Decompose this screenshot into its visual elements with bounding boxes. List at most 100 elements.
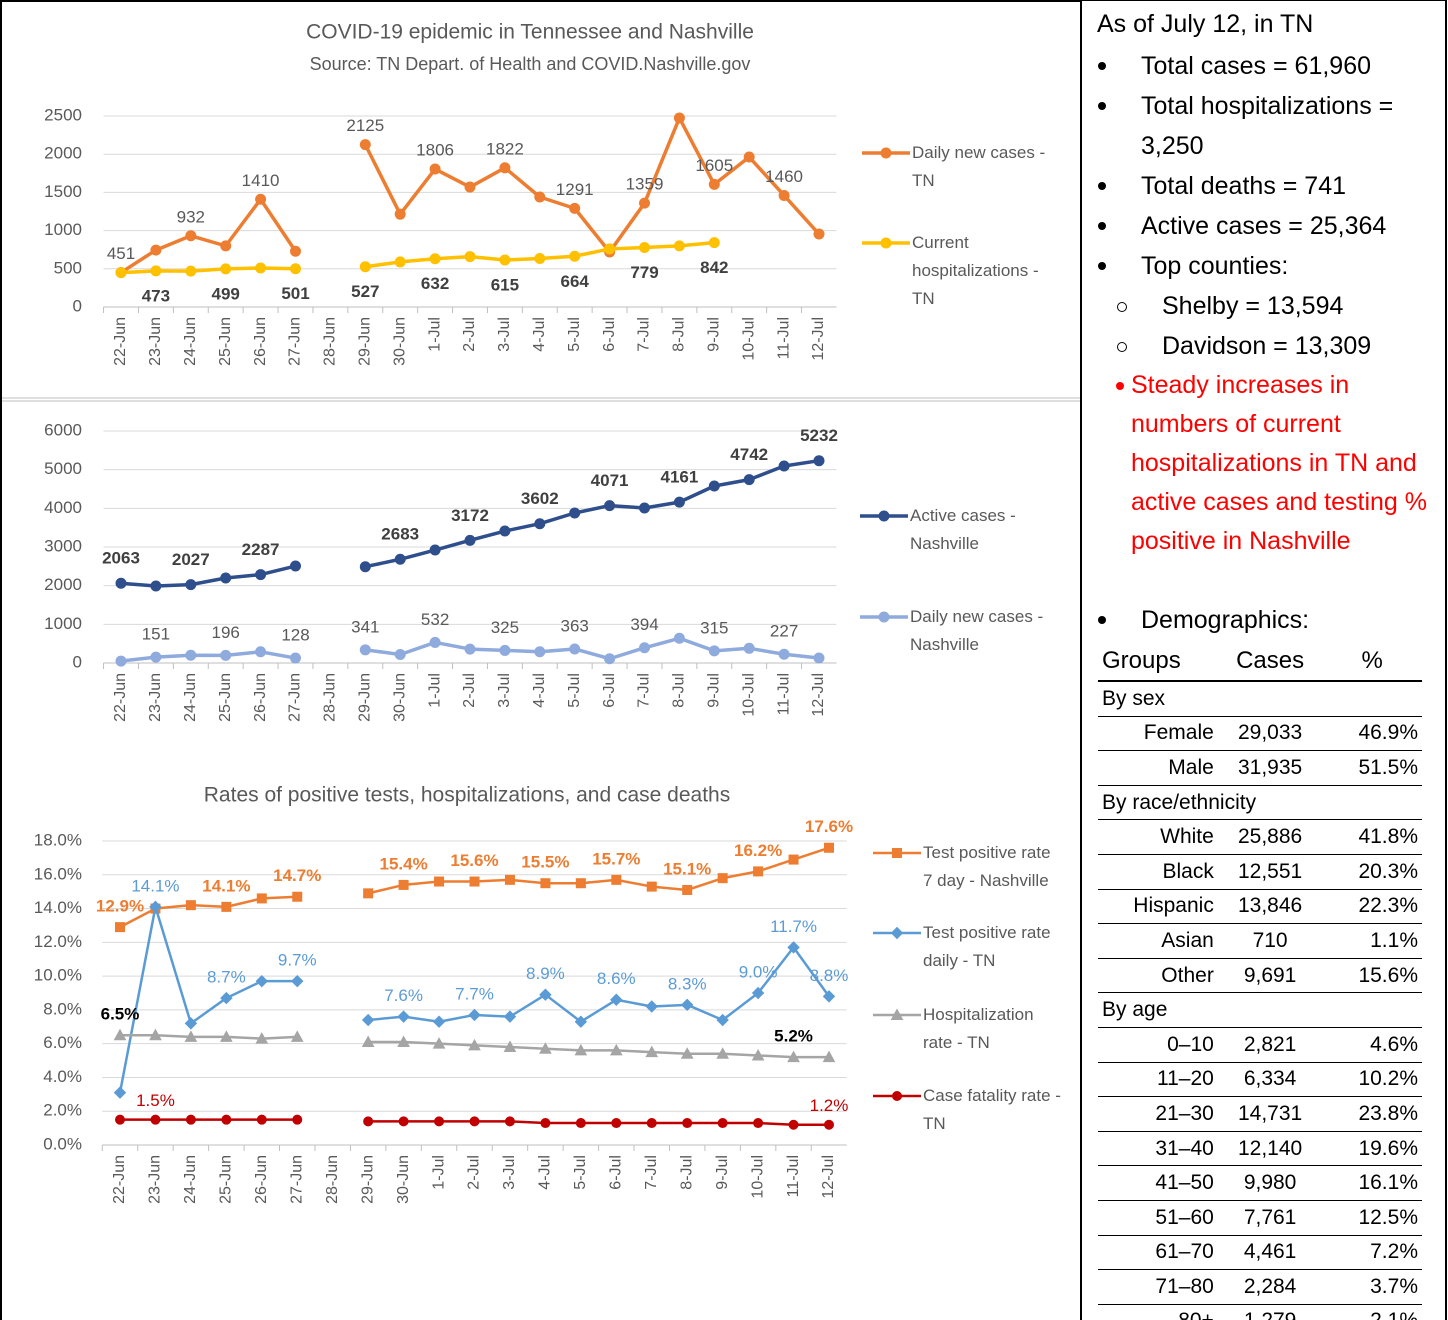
data-point: [361, 1035, 375, 1047]
data-point: [434, 876, 445, 887]
data-point: [610, 993, 623, 1006]
data-point: [822, 1050, 836, 1063]
x-tick-label: 6-Jul: [601, 317, 618, 352]
data-point: [708, 645, 720, 657]
x-tick-label: 3-Jul: [496, 317, 513, 352]
data-row: 71–80 2,284 3.7%: [1098, 1269, 1422, 1305]
x-tick-label: 7-Jul: [636, 673, 653, 708]
data-point: [504, 874, 515, 885]
data-point: [150, 580, 162, 592]
x-tick-label: 25-Jun: [217, 673, 234, 722]
y-tick-label: 0: [73, 652, 82, 671]
data-label: 11.7%: [770, 917, 817, 936]
data-point: [149, 900, 162, 914]
table-cell: 7,761: [1217, 1200, 1323, 1236]
data-point: [574, 1015, 588, 1028]
x-tick-label: 4-Jul: [537, 1155, 554, 1190]
demographics-table: Groups Cases% By sex Female 29,033 46.9% Male 3…: [1098, 641, 1422, 1320]
bullet: [1098, 222, 1106, 230]
data-point: [432, 1015, 446, 1028]
data-label: 2027: [172, 550, 210, 569]
data-label: 4742: [730, 445, 768, 464]
data-row: 51–60 7,761 12.5%: [1098, 1200, 1422, 1236]
data-label: 779: [630, 263, 658, 282]
data-row: 0–10 2,821 4.6%: [1098, 1027, 1422, 1063]
table-cell: 7.2%: [1322, 1235, 1422, 1271]
data-label: 394: [630, 615, 658, 634]
data-point: [716, 1013, 729, 1027]
data-label: 1410: [242, 171, 280, 190]
x-tick-label: 10-Jul: [740, 673, 757, 717]
panel-bullet: Top counties:: [1141, 252, 1289, 280]
data-label: 325: [491, 618, 519, 637]
data-point: [255, 974, 269, 988]
data-point: [429, 636, 441, 648]
data-point: [256, 893, 267, 904]
x-tick-label: 30-Jun: [395, 1155, 412, 1204]
data-point: [504, 1116, 515, 1127]
data-point: [753, 1118, 764, 1129]
data-label: 14.7%: [273, 866, 321, 885]
x-tick-label: 10-Jul: [749, 1155, 766, 1199]
data-point: [751, 1048, 765, 1061]
data-label: 5.2%: [774, 1027, 813, 1046]
data-point: [575, 878, 586, 889]
data-label: 4071: [591, 471, 629, 490]
y-tick-label: 4.0%: [43, 1067, 82, 1086]
data-point: [394, 208, 406, 220]
data-point: [394, 553, 406, 565]
data-point: [394, 256, 406, 268]
data-point: [429, 253, 441, 265]
data-point: [569, 643, 581, 655]
section-row: By age: [1098, 992, 1422, 1028]
data-point: [611, 874, 622, 885]
data-label: 15.7%: [592, 849, 640, 868]
table-cell: 19.6%: [1322, 1131, 1422, 1167]
x-tick-label: 28-Jun: [324, 1155, 341, 1204]
table-cell: 22.3%: [1322, 889, 1422, 925]
legend-marker: [892, 1091, 902, 1101]
panel-bullet: Active cases = 25,364: [1141, 212, 1387, 240]
data-label: 15.1%: [663, 859, 711, 878]
data-point: [575, 1118, 586, 1129]
data-point: [708, 178, 720, 190]
section-row: By sex: [1098, 681, 1422, 717]
data-point: [778, 460, 790, 472]
data-point: [682, 884, 693, 895]
data-point: [115, 267, 127, 279]
data-point: [639, 197, 650, 209]
x-tick-label: 6-Jul: [601, 673, 618, 708]
table-cell: 31–40: [1098, 1131, 1218, 1167]
data-label: 1291: [556, 180, 594, 199]
table-cell: 12.5%: [1322, 1200, 1422, 1236]
data-label: 15.4%: [379, 854, 427, 873]
x-tick-label: 22-Jun: [111, 1155, 128, 1204]
header-cell: Cases: [1217, 641, 1323, 682]
x-tick-label: 2-Jul: [466, 1155, 483, 1190]
data-point: [359, 561, 371, 573]
data-point: [290, 1030, 304, 1042]
data-point: [534, 191, 546, 203]
data-point: [115, 1114, 125, 1125]
legend-label: Daily new cases - TN: [912, 143, 1046, 190]
data-point: [185, 579, 197, 591]
data-label: 151: [142, 625, 170, 644]
data-label: 363: [561, 616, 589, 635]
x-tick-label: 28-Jun: [322, 317, 339, 366]
y-tick-label: 6000: [44, 420, 82, 439]
data-label: 632: [421, 274, 449, 293]
data-point: [256, 1114, 267, 1125]
data-point: [469, 876, 480, 887]
data-point: [290, 245, 301, 257]
series-line: [119, 846, 830, 929]
legend-marker: [880, 147, 892, 159]
data-point: [540, 1118, 551, 1129]
panel-bullet: Total hospitalizations = 3,250: [1141, 92, 1394, 160]
x-tick-label: 5-Jul: [566, 317, 583, 352]
x-tick-label: 8-Jul: [678, 1155, 695, 1190]
x-tick-label: 30-Jun: [391, 673, 408, 722]
x-tick-label: 7-Jul: [636, 317, 653, 352]
x-tick-label: 10-Jul: [740, 317, 757, 361]
data-point: [185, 1114, 196, 1125]
bullet: [1117, 342, 1127, 352]
